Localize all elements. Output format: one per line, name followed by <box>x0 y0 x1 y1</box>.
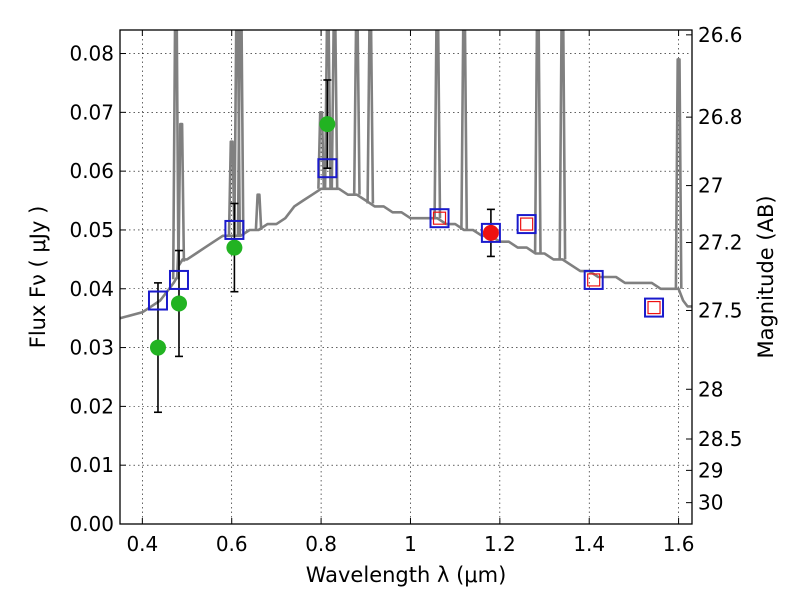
model-flux-square <box>168 269 189 290</box>
emission-line-spike <box>558 30 567 260</box>
model-flux-square <box>516 214 537 235</box>
emission-line-spike <box>533 30 542 254</box>
observed-flux-point <box>482 224 499 241</box>
model-flux-inner-square <box>647 300 661 315</box>
emission-line-spike <box>323 30 332 189</box>
y2-axis-label: Magnitude (AB) <box>754 195 778 358</box>
y2-tick-label: 27 <box>698 174 723 198</box>
emission-line-spike <box>236 30 245 236</box>
emission-line-spike <box>227 140 236 236</box>
y-tick-label: 0.01 <box>69 453 114 477</box>
model-flux-square <box>644 297 665 318</box>
emission-line-spike <box>330 30 339 189</box>
x-tick-label: 0.8 <box>305 532 337 556</box>
model-flux-square <box>224 219 245 240</box>
y-tick-label: 0.05 <box>69 218 114 242</box>
model-flux-square <box>480 222 501 243</box>
emission-line-spike <box>460 30 469 231</box>
x-tick-label: 0.6 <box>216 532 248 556</box>
plot-frame <box>119 29 693 525</box>
y-tick-label: 0.06 <box>69 159 114 183</box>
x-tick-label: 1.6 <box>663 532 695 556</box>
x-tick-label: 1.4 <box>573 532 605 556</box>
observed-flux-point <box>226 239 243 256</box>
model-spectrum <box>120 30 692 320</box>
emission-line-spike <box>254 193 263 231</box>
observed-flux-point <box>170 295 187 312</box>
axis-labels: Wavelength λ (μm) Flux Fν ( μJy ) Magnit… <box>26 195 778 587</box>
y-tick-label: 0.02 <box>69 394 114 418</box>
y-axis-label: Flux Fν ( μJy ) <box>26 206 50 349</box>
y2-tick-label: 28 <box>698 377 723 401</box>
y-tick-label: 0.07 <box>69 100 114 124</box>
y-tick-label: 0.00 <box>69 512 114 536</box>
emission-line-spike <box>674 58 683 289</box>
y2-tick-label: 26.8 <box>698 105 743 129</box>
photometry-points <box>147 116 665 356</box>
model-flux-square <box>429 208 450 229</box>
emission-line-spike <box>366 30 375 204</box>
y2-tick-label: 29 <box>698 458 723 482</box>
y2-tick-label: 28.5 <box>698 427 743 451</box>
observed-flux-point <box>149 339 166 356</box>
model-flux-inner-square <box>587 273 601 287</box>
y2-tick-label: 27.2 <box>698 231 743 255</box>
model-flux-square <box>147 290 168 311</box>
y-tick-label: 0.08 <box>69 42 114 66</box>
x-tick-label: 1.2 <box>484 532 516 556</box>
y2-tick-label: 30 <box>698 491 723 515</box>
y2-tick-label: 26.6 <box>698 23 743 47</box>
emission-line-spike <box>352 30 361 195</box>
model-flux-square <box>317 158 338 179</box>
model-flux-square <box>583 269 604 290</box>
model-flux-inner-square <box>520 217 534 231</box>
x-tick-label: 0.4 <box>126 532 158 556</box>
emission-line-spike <box>317 111 326 189</box>
model-flux-inner-square <box>432 211 447 225</box>
observed-flux-point <box>319 116 336 133</box>
y-tick-label: 0.04 <box>69 277 114 301</box>
sed-continuum-line <box>120 187 692 320</box>
emission-line-spike <box>433 30 442 219</box>
emission-line-spike <box>171 30 180 280</box>
axis-ticks: 0.4 0.6 0.8 1 1.2 1.4 1.6 0.00 0.01 0.02 0.03 0.04 0… <box>69 23 742 556</box>
y-tick-label: 0.03 <box>69 336 114 360</box>
x-tick-label: 1 <box>404 532 417 556</box>
emission-line-spike <box>177 122 186 262</box>
x-axis-label: Wavelength λ (μm) <box>306 563 507 587</box>
y2-tick-label: 27.5 <box>698 298 743 322</box>
